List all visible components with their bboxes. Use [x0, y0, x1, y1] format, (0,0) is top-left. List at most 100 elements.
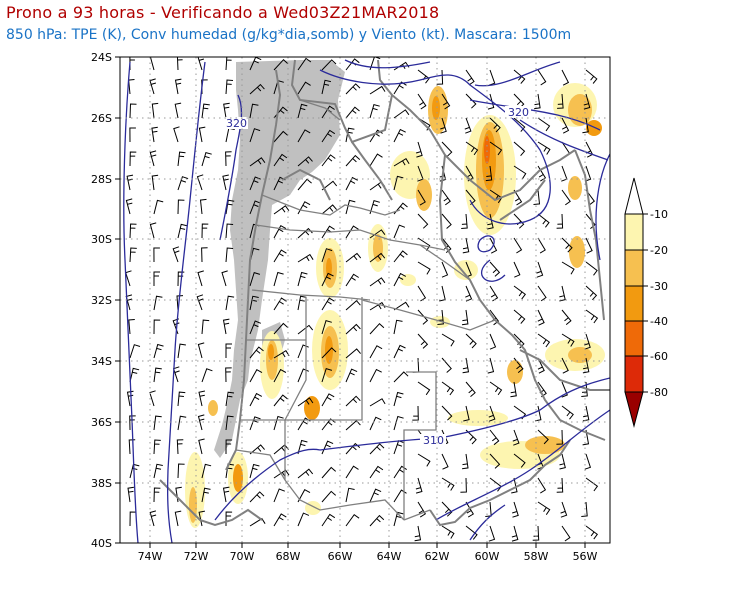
wind-barb	[249, 128, 261, 143]
wind-barb	[273, 322, 289, 335]
wind-barb	[393, 344, 406, 359]
wind-barb	[440, 117, 447, 134]
wind-barb	[177, 463, 185, 479]
title-line-1: Prono a 93 horas - Verificando a Wed03Z2…	[6, 3, 440, 22]
wind-barb	[462, 237, 470, 254]
wind-barb	[177, 343, 186, 359]
lon-label: 64W	[377, 550, 402, 563]
wind-barb	[153, 199, 164, 215]
wind-barb	[129, 344, 141, 359]
wind-barb	[557, 93, 564, 109]
wind-barb	[129, 223, 137, 239]
wind-barb	[225, 391, 235, 407]
wind-barb	[393, 371, 409, 383]
wind-barb	[582, 357, 590, 374]
legend-label: -40	[650, 315, 668, 328]
wind-barb	[321, 418, 336, 431]
wind-barb	[129, 151, 137, 167]
lon-label: 72W	[184, 550, 209, 563]
wind-barb	[197, 414, 205, 431]
wind-barb	[345, 273, 359, 287]
wind-barb	[297, 512, 310, 527]
wind-barb	[297, 271, 308, 287]
wind-barb	[249, 346, 264, 359]
wind-barb	[153, 463, 163, 479]
wind-barb	[129, 511, 137, 527]
wind-barb	[369, 322, 385, 335]
wind-barb	[489, 453, 501, 469]
wind-barb	[561, 237, 573, 253]
wind-barb	[225, 79, 234, 95]
wind-barb	[369, 57, 381, 71]
wind-barb	[249, 369, 263, 383]
wind-barb	[393, 81, 407, 95]
wind-barb	[153, 343, 164, 359]
wind-barb	[249, 320, 261, 335]
wind-barb	[537, 501, 551, 515]
wind-barb	[585, 237, 593, 254]
wind-barb	[297, 253, 314, 263]
wind-barb	[153, 439, 161, 455]
wind-barb	[441, 501, 453, 517]
wind-barb	[153, 295, 163, 311]
wind-barb	[225, 343, 232, 358]
wind-barbs	[125, 57, 599, 542]
wind-barb	[222, 318, 230, 335]
wind-barb	[561, 117, 570, 134]
wind-barb	[417, 261, 431, 275]
legend-bottom-arrow	[624, 391, 644, 428]
wind-barb	[273, 130, 289, 143]
wind-barb	[511, 525, 519, 542]
wind-barb	[321, 466, 337, 479]
wind-barb	[153, 319, 161, 335]
wind-barb	[487, 93, 495, 110]
wind-barb	[153, 367, 162, 383]
wind-barb	[393, 175, 404, 191]
wind-barb	[417, 501, 426, 518]
wind-barb	[559, 453, 566, 470]
wind-barb	[321, 154, 336, 167]
wind-barb	[321, 248, 333, 263]
wind-barb	[201, 247, 208, 263]
wind-barb	[412, 405, 419, 421]
lat-label: 32S	[91, 294, 112, 307]
wind-barb	[488, 69, 496, 86]
lat-label: 28S	[91, 173, 112, 186]
wind-barb	[201, 103, 210, 119]
wind-barb	[273, 58, 289, 71]
wind-barb	[369, 416, 382, 431]
wind-barb	[174, 510, 182, 527]
wind-barb	[249, 83, 265, 95]
wind-barb	[127, 486, 134, 503]
wind-barb	[321, 367, 333, 383]
wind-barb	[198, 390, 206, 407]
wind-barb	[369, 199, 380, 215]
wind-barb	[584, 453, 592, 470]
wind-barb	[225, 223, 234, 239]
wind-barb	[369, 252, 386, 263]
wind-barb	[488, 405, 496, 422]
wind-barb	[461, 213, 468, 229]
wind-barb	[369, 153, 383, 167]
wind-barb	[196, 174, 204, 191]
wind-barb	[225, 415, 234, 431]
wind-barb	[581, 501, 588, 517]
wind-barb	[273, 205, 290, 215]
wind-barb	[125, 198, 133, 215]
lon-label: 66W	[328, 550, 353, 563]
contour-label-320-east: 320	[508, 106, 529, 119]
wind-barb	[249, 392, 263, 407]
wind-barb	[556, 429, 563, 445]
wind-barb	[561, 309, 572, 325]
wind-barb	[176, 57, 183, 71]
wind-barb	[585, 69, 598, 84]
wind-barb	[321, 129, 336, 143]
wind-barb	[369, 443, 385, 455]
wind-barb	[153, 415, 162, 431]
wind-barb	[249, 416, 261, 431]
wind-barb	[222, 486, 230, 503]
wind-barb	[513, 189, 523, 206]
lat-lon-grid	[120, 57, 610, 543]
legend-label: -30	[650, 280, 668, 293]
wind-barb	[149, 78, 157, 95]
